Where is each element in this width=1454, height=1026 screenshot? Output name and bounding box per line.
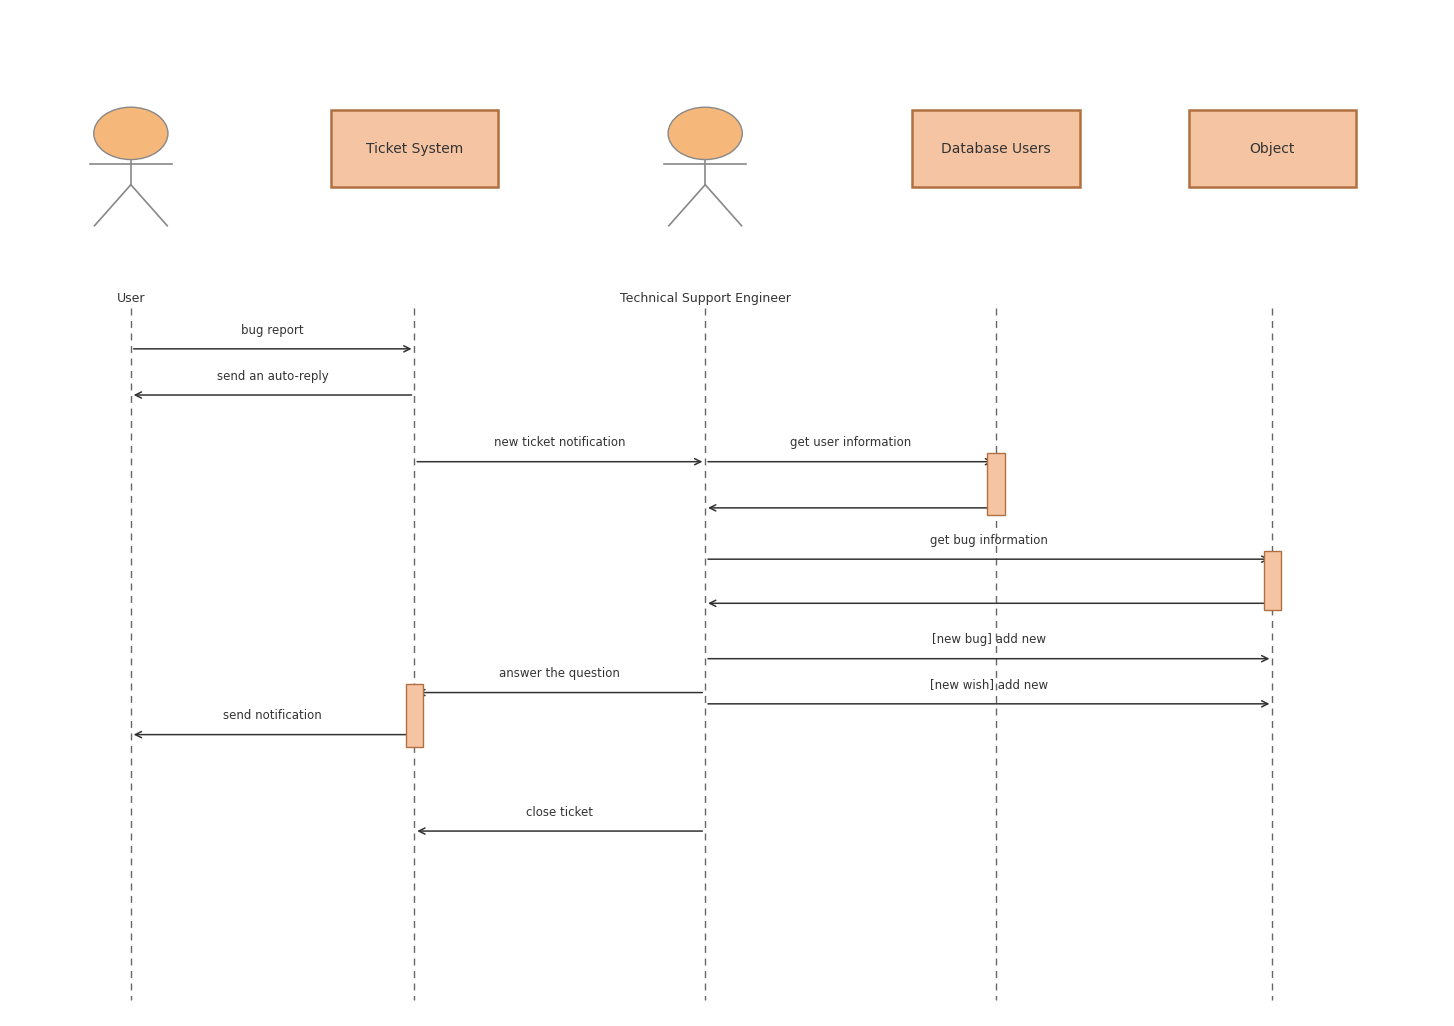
FancyBboxPatch shape bbox=[330, 111, 497, 187]
Text: [new bug] add new: [new bug] add new bbox=[932, 633, 1045, 646]
Bar bbox=[1264, 551, 1281, 610]
FancyBboxPatch shape bbox=[1189, 111, 1355, 187]
Text: get bug information: get bug information bbox=[929, 534, 1048, 547]
Circle shape bbox=[93, 107, 169, 160]
Text: close ticket: close ticket bbox=[526, 805, 593, 819]
Bar bbox=[987, 453, 1005, 515]
Text: [new wish] add new: [new wish] add new bbox=[929, 678, 1048, 692]
Text: send notification: send notification bbox=[224, 709, 321, 722]
Text: Technical Support Engineer: Technical Support Engineer bbox=[619, 292, 791, 306]
Bar bbox=[406, 684, 423, 747]
Text: Ticket System: Ticket System bbox=[366, 142, 462, 156]
Text: Database Users: Database Users bbox=[941, 142, 1051, 156]
Text: User: User bbox=[116, 292, 145, 306]
Text: answer the question: answer the question bbox=[499, 667, 621, 680]
Text: Object: Object bbox=[1249, 142, 1296, 156]
Text: send an auto-reply: send an auto-reply bbox=[217, 369, 329, 383]
FancyBboxPatch shape bbox=[913, 111, 1079, 187]
Text: new ticket notification: new ticket notification bbox=[494, 436, 625, 449]
Text: bug report: bug report bbox=[241, 323, 304, 337]
Text: get user information: get user information bbox=[790, 436, 912, 449]
Circle shape bbox=[667, 107, 743, 160]
